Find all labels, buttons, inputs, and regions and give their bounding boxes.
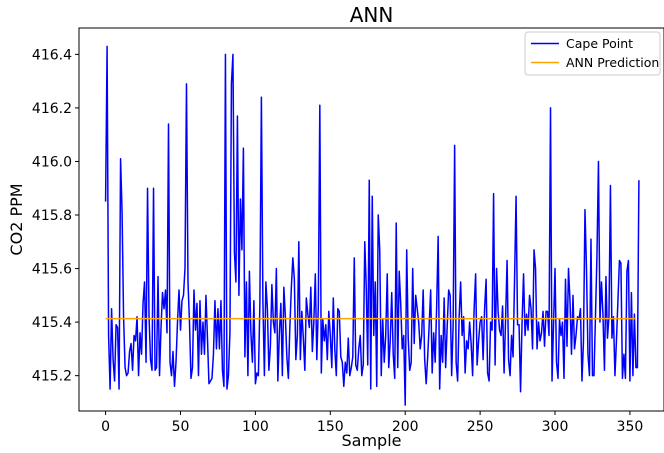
x-axis-label: Sample [342,431,402,450]
series-line-cape-point [104,45,640,406]
y-tick-label: 415.4 [32,315,72,331]
y-tick-label: 415.6 [32,262,72,278]
x-tick-label: 200 [392,419,419,435]
plot-lines [104,45,640,406]
x-tick-label: 350 [617,419,644,435]
plot-frame [78,27,664,412]
x-tick-label: 100 [242,419,269,435]
y-axis-ticks: 415.2 415.4 415.6 415.8 416.0 416.2 416.4 [32,47,79,385]
chart-title: ANN [350,3,394,27]
y-tick-label: 416.4 [32,47,72,63]
x-tick-label: 300 [542,419,569,435]
y-axis-label: CO2 PPM [7,183,26,255]
x-tick-label: 150 [317,419,344,435]
legend-label-cape-point: Cape Point [566,36,633,51]
x-tick-label: 50 [172,419,190,435]
legend: Cape Point ANN Prediction [524,31,661,76]
y-tick-label: 416.2 [32,101,72,117]
x-tick-label: 0 [101,419,110,435]
x-tick-label: 250 [467,419,494,435]
y-tick-label: 415.2 [32,369,72,385]
y-tick-label: 416.0 [32,154,72,170]
legend-label-ann-prediction: ANN Prediction [566,55,659,70]
x-axis-ticks: 0 50 100 150 200 250 300 350 [101,411,643,435]
y-tick-label: 415.8 [32,208,72,224]
